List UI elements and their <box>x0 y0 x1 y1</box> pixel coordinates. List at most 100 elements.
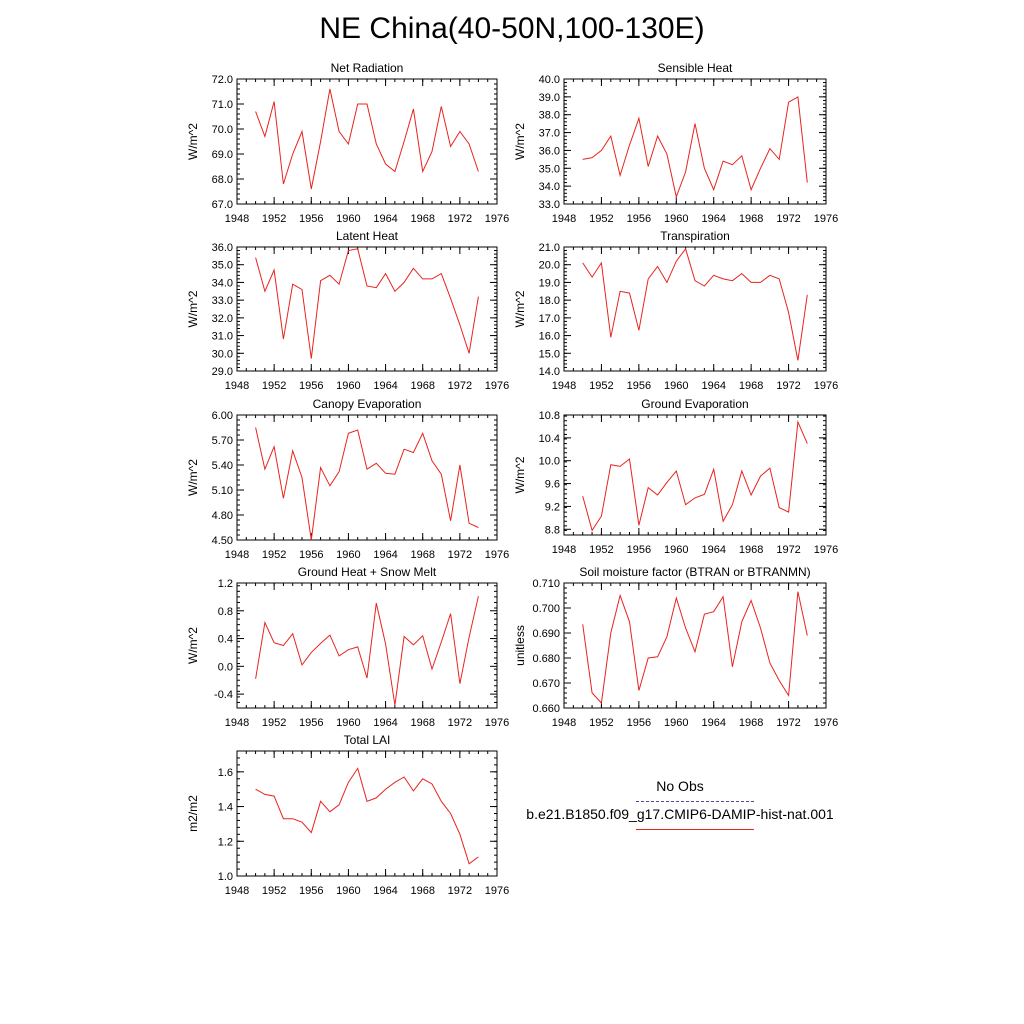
x-tick-label: 1956 <box>627 544 651 556</box>
net-radiation-title: Net Radiation <box>331 61 404 75</box>
x-tick-label: 1976 <box>485 885 509 897</box>
y-tick-label: 0.660 <box>532 703 560 715</box>
latent-heat-ylabel: W/m^2 <box>186 290 200 327</box>
y-tick-label: 5.40 <box>212 460 233 472</box>
x-tick-label: 1960 <box>664 380 688 392</box>
y-tick-label: 0.690 <box>532 628 560 640</box>
x-tick-label: 1952 <box>589 544 613 556</box>
y-tick-label: 67.0 <box>212 199 233 211</box>
y-tick-label: 1.6 <box>218 767 233 779</box>
x-tick-label: 1952 <box>262 549 286 561</box>
x-tick-label: 1948 <box>225 885 249 897</box>
x-tick-label: 1952 <box>589 380 613 392</box>
y-tick-label: 10.4 <box>539 433 560 445</box>
canopy-evaporation-ylabel: W/m^2 <box>186 459 200 496</box>
ground-heat-snow-melt-series-line <box>255 596 479 706</box>
x-tick-label: 1948 <box>552 717 576 729</box>
y-tick-label: 36.0 <box>212 242 233 254</box>
y-tick-label: 40.0 <box>539 74 560 86</box>
x-tick-label: 1972 <box>776 380 800 392</box>
x-tick-label: 1964 <box>373 213 397 225</box>
x-tick-label: 1952 <box>262 380 286 392</box>
ground-evaporation-frame <box>563 414 827 536</box>
y-tick-label: 69.0 <box>212 149 233 161</box>
y-tick-label: 36.0 <box>539 145 560 157</box>
x-tick-label: 1952 <box>589 213 613 225</box>
y-tick-label: 72.0 <box>212 74 233 86</box>
x-tick-label: 1952 <box>262 885 286 897</box>
net-radiation-series-line <box>255 88 479 190</box>
x-tick-label: 1960 <box>336 380 360 392</box>
x-tick-label: 1960 <box>664 717 688 729</box>
x-tick-label: 1952 <box>262 213 286 225</box>
y-tick-label: 0.680 <box>532 653 560 665</box>
net-radiation-frame <box>236 78 498 205</box>
y-tick-label: 71.0 <box>212 99 233 111</box>
y-tick-label: 5.70 <box>212 435 233 447</box>
latent-heat-frame <box>236 246 498 372</box>
y-tick-label: 5.10 <box>212 485 233 497</box>
transpiration-ylabel: W/m^2 <box>513 290 527 327</box>
y-tick-label: 17.0 <box>539 313 560 325</box>
y-tick-label: 0.700 <box>532 603 560 615</box>
latent-heat-panel: 1948 1952 1956 1960 1964 1968 1972 1976 29.0 30.0… <box>186 229 509 392</box>
y-tick-label: 0.0 <box>218 661 233 673</box>
y-tick-label: 15.0 <box>539 348 560 360</box>
x-tick-label: 1964 <box>373 549 397 561</box>
y-tick-label: 70.0 <box>212 124 233 136</box>
y-tick-label: 6.00 <box>212 410 233 422</box>
ground-heat-snow-melt-ylabel: W/m^2 <box>186 627 200 664</box>
y-tick-label: 31.0 <box>212 331 233 343</box>
x-tick-label: 1964 <box>373 717 397 729</box>
x-tick-label: 1956 <box>299 717 323 729</box>
x-tick-label: 1976 <box>814 213 838 225</box>
x-tick-label: 1972 <box>448 380 472 392</box>
x-tick-label: 1956 <box>299 549 323 561</box>
x-tick-label: 1976 <box>814 380 838 392</box>
total-lai-ylabel: m2/m2 <box>186 795 200 832</box>
canopy-evaporation-title: Canopy Evaporation <box>313 397 422 411</box>
x-tick-label: 1968 <box>739 544 763 556</box>
sensible-heat-title: Sensible Heat <box>658 61 733 75</box>
canopy-evaporation-panel: 1948 1952 1956 1960 1964 1968 1972 1976 4.50 4.80… <box>186 397 509 561</box>
x-tick-label: 1948 <box>552 213 576 225</box>
x-tick-label: 1976 <box>485 717 509 729</box>
legend-swatch-model <box>636 829 754 830</box>
x-tick-label: 1968 <box>410 213 434 225</box>
x-tick-label: 1960 <box>664 544 688 556</box>
y-tick-label: 1.2 <box>218 578 233 590</box>
net-radiation-ylabel: W/m^2 <box>186 123 200 160</box>
x-tick-label: 1968 <box>410 717 434 729</box>
x-tick-label: 1976 <box>814 717 838 729</box>
total-lai-panel: 1948 1952 1956 1960 1964 1968 1972 1976 1.0 1.2 1.… <box>186 733 509 897</box>
y-tick-label: 19.0 <box>539 277 560 289</box>
y-tick-label: 29.0 <box>212 366 233 378</box>
y-tick-label: 16.0 <box>539 331 560 343</box>
y-tick-label: 32.0 <box>212 313 233 325</box>
x-tick-label: 1976 <box>485 549 509 561</box>
x-tick-label: 1956 <box>299 885 323 897</box>
y-tick-label: -0.4 <box>214 689 233 701</box>
x-tick-label: 1976 <box>814 544 838 556</box>
ground-evaporation-title: Ground Evaporation <box>641 397 748 411</box>
x-tick-label: 1968 <box>410 380 434 392</box>
x-tick-label: 1964 <box>373 380 397 392</box>
soil-moisture-factor-btran-or-btranmn-series-line <box>582 591 808 705</box>
x-tick-label: 1956 <box>627 213 651 225</box>
y-tick-label: 8.8 <box>545 524 560 536</box>
y-tick-label: 34.0 <box>539 181 560 193</box>
net-radiation-panel: 1948 1952 1956 1960 1964 1968 1972 1976 67.0 68.0… <box>186 61 509 225</box>
x-tick-label: 1964 <box>373 885 397 897</box>
y-tick-label: 1.2 <box>218 836 233 848</box>
y-tick-label: 14.0 <box>539 366 560 378</box>
ground-heat-snow-melt-panel: 1948 1952 1956 1960 1964 1968 1972 1976 -0.4 0.0 0… <box>186 565 509 729</box>
ground-heat-snow-melt-frame <box>236 582 498 709</box>
total-lai-frame <box>236 750 498 877</box>
transpiration-panel: 1948 1952 1956 1960 1964 1968 1972 1976 14.0 15.0… <box>513 229 838 392</box>
x-tick-label: 1972 <box>448 213 472 225</box>
x-tick-label: 1948 <box>225 549 249 561</box>
y-tick-label: 35.0 <box>212 260 233 272</box>
x-tick-label: 1948 <box>225 380 249 392</box>
y-tick-label: 9.2 <box>545 501 560 513</box>
x-tick-label: 1972 <box>448 885 472 897</box>
